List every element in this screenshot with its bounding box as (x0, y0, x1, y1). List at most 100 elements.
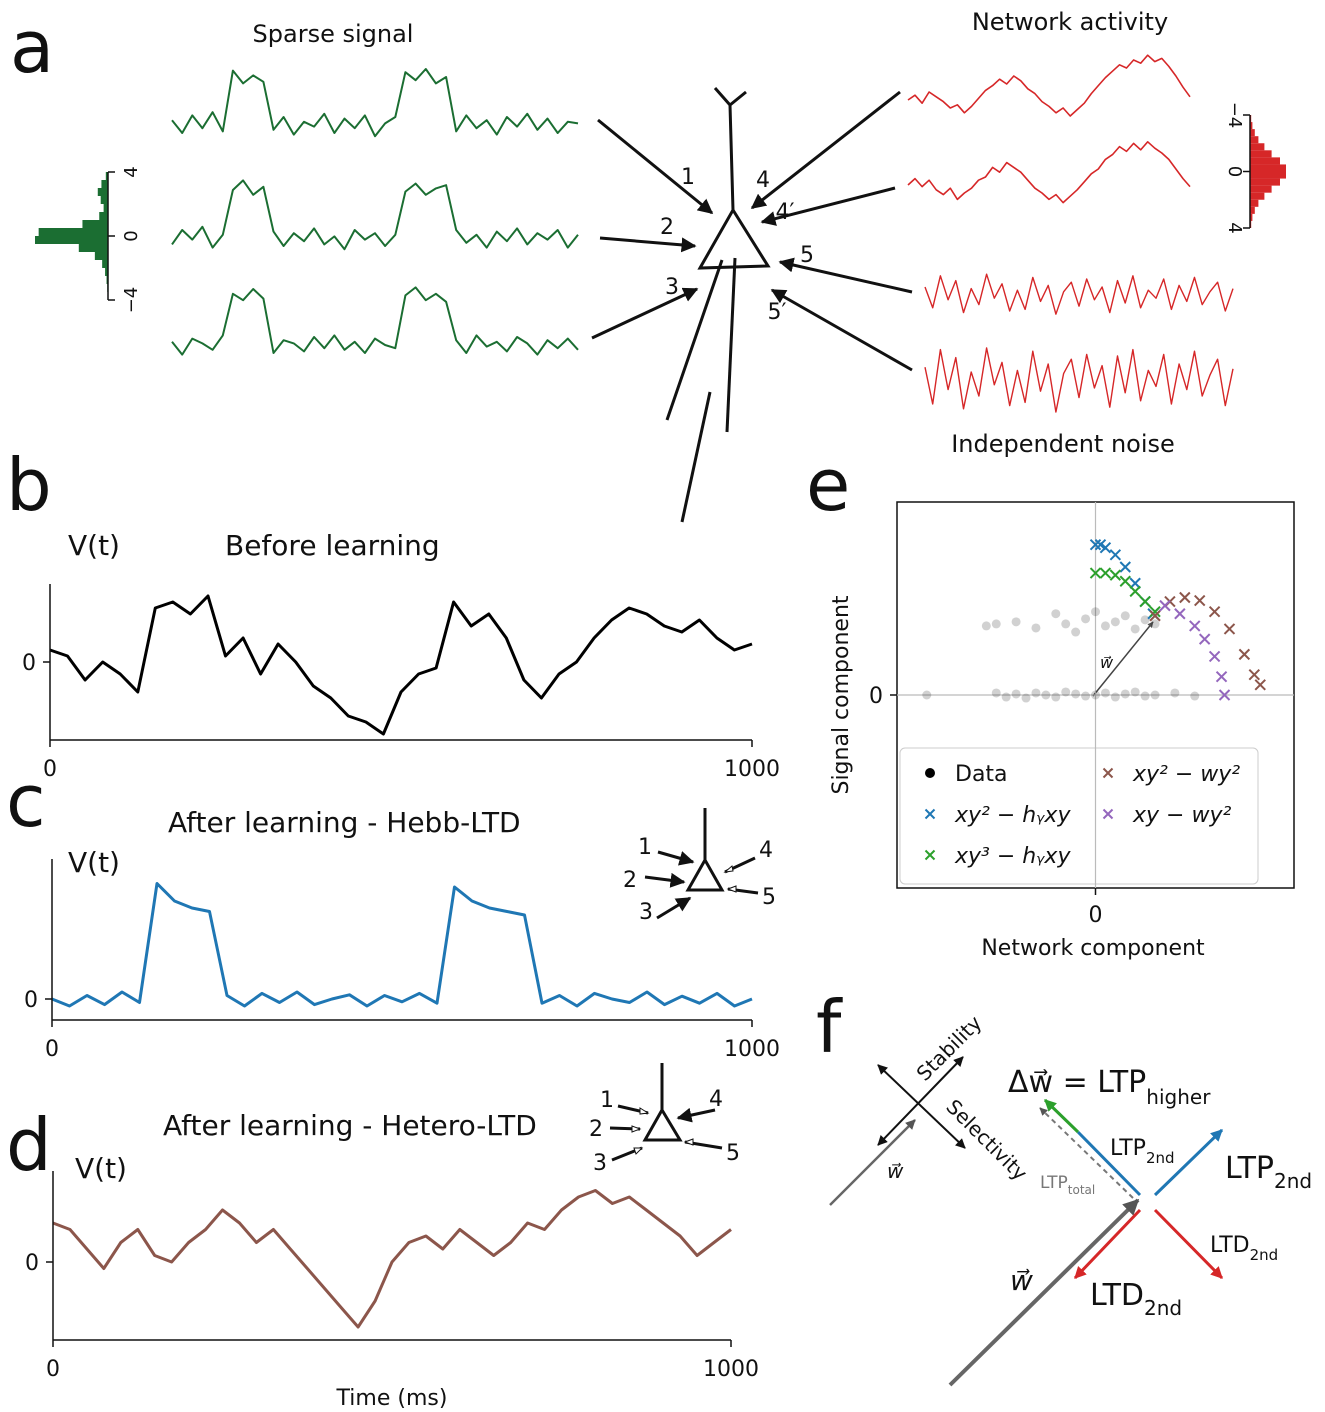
hist-bar (1250, 179, 1280, 186)
x-tick-label: 0 (45, 1037, 59, 1062)
data-point (1061, 619, 1070, 628)
synapse-label: 3 (593, 1151, 607, 1176)
trace (925, 274, 1233, 314)
panel-title: Network activity (972, 8, 1168, 36)
synapse-label: 1 (600, 1088, 614, 1113)
data-point (1031, 688, 1040, 697)
inset-diagram (610, 1063, 722, 1160)
marker-stroke (1110, 550, 1120, 560)
marker (1210, 651, 1220, 661)
voltage-trace (50, 596, 752, 734)
trace (908, 55, 1190, 116)
marker-stroke (1120, 576, 1130, 586)
marker (1217, 672, 1227, 682)
ltd-label: LTD2nd (1210, 1233, 1278, 1264)
marker-stroke (1210, 651, 1220, 661)
marker-stroke (1100, 568, 1110, 578)
trace (908, 142, 1190, 203)
trace (172, 180, 578, 249)
panel-title: After learning - Hebb-LTD (168, 806, 521, 839)
marker (1210, 607, 1220, 617)
panel-title: Independent noise (951, 430, 1175, 458)
hist-bar (1250, 164, 1286, 171)
data-point (1012, 617, 1021, 626)
ltp-total-label: LTPtotal (1040, 1173, 1095, 1197)
synapse-label: 4 (756, 168, 770, 193)
vector-label: w⃗ (1010, 1264, 1033, 1297)
synapse-label: 4′ (776, 200, 795, 225)
label-main: LTD (1090, 1278, 1144, 1313)
data-point (1101, 688, 1110, 697)
y-axis-label: Signal component (829, 595, 854, 794)
label-sub: total (1068, 1183, 1095, 1197)
data-point (1151, 619, 1160, 628)
rule-main: Δw⃗ = LTP (1008, 1065, 1146, 1100)
tick-label: 0 (121, 230, 142, 241)
inset-diagram (645, 808, 758, 918)
marker (1160, 601, 1170, 611)
legend-label: xy − wy² (1132, 803, 1231, 828)
tick-label: −4 (1224, 102, 1245, 129)
data-point (1061, 687, 1070, 696)
marker-stroke (1239, 649, 1249, 659)
data-point (1051, 609, 1060, 618)
y-tick-label: 0 (25, 1251, 39, 1276)
marker (1110, 570, 1120, 580)
label-main: LTD (1210, 1233, 1250, 1258)
marker-stroke (1217, 672, 1227, 682)
panel-letter: f (816, 985, 843, 1069)
data-point (1051, 693, 1060, 702)
data-point (1111, 617, 1120, 626)
marker (1200, 634, 1210, 644)
marker (1239, 649, 1249, 659)
voltage-trace (53, 1191, 731, 1328)
hist-bar (82, 220, 108, 228)
marker (1249, 670, 1259, 680)
panel-letter: c (6, 759, 46, 843)
x-tick-label: 1000 (724, 757, 780, 782)
data-point (1121, 689, 1130, 698)
hist-bar (99, 212, 108, 220)
label-sub: 2nd (1144, 1296, 1182, 1320)
data-point (1041, 691, 1050, 700)
marker (1120, 562, 1130, 572)
marker (1130, 586, 1140, 596)
hist-bar (1250, 186, 1272, 193)
y-axis-label: V(t) (68, 846, 120, 879)
data-point (1141, 615, 1150, 624)
label-main: LTP (1040, 1173, 1068, 1193)
trace (172, 287, 578, 354)
data-point (1190, 692, 1199, 701)
trace (925, 348, 1233, 412)
marker (1110, 550, 1120, 560)
panel-letter: b (6, 443, 52, 527)
y-tick-label: 0 (869, 684, 883, 709)
x-tick-label: 0 (43, 757, 57, 782)
marker-stroke (1140, 597, 1150, 607)
x-tick-label: 1000 (724, 1037, 780, 1062)
data-point (1031, 623, 1040, 632)
data-point (1131, 687, 1140, 696)
data-point (1131, 624, 1140, 633)
marker-stroke (1120, 562, 1130, 572)
marker (1120, 576, 1130, 586)
data-point (1170, 688, 1179, 697)
marker (1195, 596, 1205, 606)
ltp-label: LTP2nd (1225, 1151, 1312, 1193)
data-point (1141, 692, 1150, 701)
data-point (1081, 614, 1090, 623)
panel-letter: d (6, 1103, 52, 1187)
data-point (1071, 628, 1080, 637)
synapse-label: 5 (762, 885, 776, 910)
data-point (1101, 621, 1110, 630)
marker-stroke (1224, 624, 1234, 634)
hist-bar (1250, 150, 1272, 157)
legend-marker (925, 768, 935, 778)
synapse-label: 3 (639, 900, 653, 925)
legend-label: xy³ − hᵧxy (954, 844, 1071, 869)
vector-label: w⃗ (1100, 653, 1114, 672)
x-axis-label: Network component (981, 936, 1205, 961)
synapse-label: 4 (709, 1087, 723, 1112)
data-point (992, 688, 1001, 697)
marker-stroke (1195, 596, 1205, 606)
